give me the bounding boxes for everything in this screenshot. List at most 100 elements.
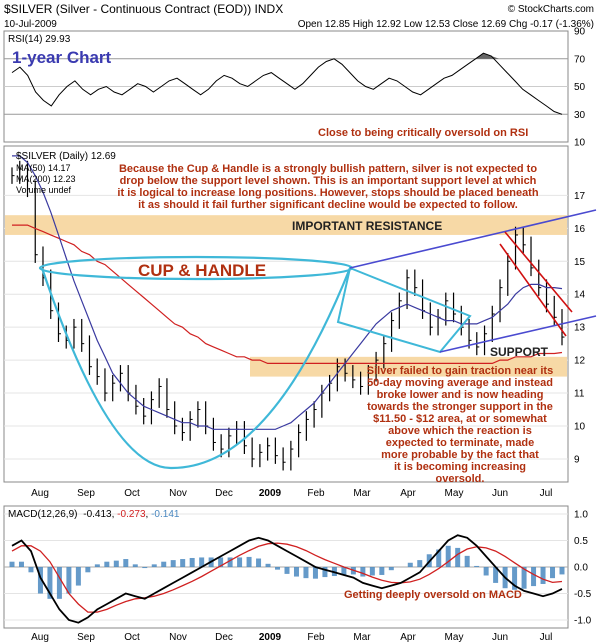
price-x-tick: Oct xyxy=(124,488,140,499)
annotation-top-line-2: drop below the support level shown. This… xyxy=(120,175,537,187)
macd-histogram-bar xyxy=(37,567,43,594)
macd-histogram-bar xyxy=(559,567,565,575)
macd-x-tick: Jun xyxy=(492,632,508,643)
macd-x-tick: Mar xyxy=(353,632,371,643)
annotation-bottom-line-9: it is becoming increasing xyxy=(394,461,526,473)
macd-histogram-bar xyxy=(464,555,470,567)
macd-histogram-bar xyxy=(227,557,233,567)
price-x-tick: Jun xyxy=(492,488,508,499)
macd-histogram-bar xyxy=(360,567,366,577)
macd-x-tick: 2009 xyxy=(259,632,282,643)
macd-histogram-bar xyxy=(407,562,413,567)
macd-histogram-bar xyxy=(322,567,328,578)
rsi-series-line xyxy=(11,52,563,115)
annotation-bottom-line-1: Silver failed to gain traction near its xyxy=(367,365,553,377)
macd-histogram-bar xyxy=(199,557,205,567)
macd-y-tick: -0.5 xyxy=(574,589,592,600)
macd-legend-hist: -0.141 xyxy=(151,509,180,520)
quote-line: Open 12.85 High 12.92 Low 12.53 Close 12… xyxy=(298,19,594,30)
cup-outline xyxy=(40,267,352,470)
channel-lower-line xyxy=(439,315,597,353)
macd-y-tick: 0.0 xyxy=(574,563,588,574)
macd-histogram-bar xyxy=(237,557,243,567)
price-x-tick: Sep xyxy=(77,488,95,499)
macd-histogram-bar xyxy=(66,567,72,594)
macd-histogram-bar xyxy=(265,563,271,567)
macd-x-tick: Apr xyxy=(400,632,416,643)
price-y-tick: 17 xyxy=(574,191,586,202)
macd-histogram-bar xyxy=(550,567,556,579)
price-x-tick: Jul xyxy=(540,488,553,499)
price-x-tick: Nov xyxy=(169,488,187,499)
resistance-label: IMPORTANT RESISTANCE xyxy=(292,219,442,233)
resistance-band xyxy=(5,215,567,235)
rsi-panel: 90 70 50 30 10 RSI(14) 29.93 1-year Chart Cl… xyxy=(3,27,586,149)
annotation-top-line-4: it as should it fail further significant… xyxy=(138,199,518,211)
annotation-bottom-line-5: $11.50 - $12 area, at or somewhat xyxy=(373,413,547,425)
macd-x-tick: May xyxy=(445,632,464,643)
macd-signal-line xyxy=(11,542,563,613)
macd-histogram-bar xyxy=(312,567,318,579)
macd-histogram-bar xyxy=(303,567,309,579)
macd-histogram-bar xyxy=(218,557,224,567)
macd-histogram-bar xyxy=(483,567,489,576)
annotation-top-line-1: Because the Cup & Handle is a strongly b… xyxy=(119,163,537,175)
price-x-tick: Dec xyxy=(215,488,233,499)
annotation-bottom-line-8: more probable by the fact that xyxy=(381,449,539,461)
rsi-y-tick: 90 xyxy=(574,27,586,38)
annotation-bottom-line-4: towards the stronger support in the xyxy=(367,401,553,413)
price-legend-volume: Volume undef xyxy=(16,185,72,195)
macd-y-tick: -1.0 xyxy=(574,616,592,627)
rsi-y-tick: 10 xyxy=(574,138,586,149)
price-x-tick: Mar xyxy=(353,488,371,499)
macd-histogram-bar xyxy=(417,560,423,567)
macd-histogram-bar xyxy=(275,567,281,570)
price-y-tick: 11 xyxy=(574,389,585,400)
rsi-annotation: Close to being critically oversold on RS… xyxy=(318,127,528,139)
rsi-y-tick: 70 xyxy=(574,54,586,65)
price-legend-ma50: MA(50) 14.17 xyxy=(16,163,71,173)
macd-histogram-bar xyxy=(455,547,461,567)
downtrend-lower-line xyxy=(499,243,567,337)
price-x-tick: Feb xyxy=(307,488,325,499)
watermark: © StockCharts.com xyxy=(508,4,594,15)
macd-histogram-bar xyxy=(341,567,347,575)
symbol-title: $SILVER (Silver - Continuous Contract (E… xyxy=(4,2,283,16)
price-y-tick: 16 xyxy=(574,224,586,235)
macd-histogram-bar xyxy=(142,567,148,569)
price-x-tick: Aug xyxy=(31,488,49,499)
macd-histogram-bar xyxy=(540,567,546,584)
price-y-tick: 13 xyxy=(574,323,586,334)
price-x-tick: 2009 xyxy=(259,488,282,499)
macd-histogram-bar xyxy=(493,567,499,583)
macd-histogram-bar xyxy=(445,545,451,567)
macd-histogram-bar xyxy=(18,561,24,567)
macd-histogram-bar xyxy=(113,560,119,567)
macd-legend-label: MACD(12,26,9) xyxy=(8,509,77,520)
macd-histogram-bar xyxy=(379,567,385,575)
macd-x-tick: Jul xyxy=(540,632,553,643)
macd-histogram-bar xyxy=(28,567,34,573)
macd-histogram-bar xyxy=(75,567,81,586)
support-label: SUPPORT xyxy=(490,345,549,359)
macd-x-tick: Sep xyxy=(77,632,95,643)
macd-legend-sep-2: , xyxy=(146,509,152,520)
annotation-bottom-line-6: above which the reaction is xyxy=(388,425,532,437)
price-panel: 17 16 15 14 13 12 11 10 9 Aug Sep Oct Nov Dec 2009 Feb… xyxy=(3,145,597,499)
price-y-tick: 14 xyxy=(574,290,586,301)
rsi-legend: RSI(14) 29.93 xyxy=(8,34,71,45)
annotation-bottom-line-7: expected to terminate, made xyxy=(386,437,535,449)
macd-annotation: Getting deeply oversold on MACD xyxy=(344,589,522,601)
macd-histogram-bar xyxy=(161,561,167,567)
channel-upper-line xyxy=(349,209,597,269)
ma200-line xyxy=(12,224,563,364)
annotation-top-line-3: it is logical to increase long positions… xyxy=(117,187,538,199)
macd-x-tick: Dec xyxy=(215,632,233,643)
macd-histogram-bar xyxy=(132,564,138,567)
ma50-line xyxy=(12,155,563,430)
macd-histogram-bar xyxy=(246,556,252,567)
annotation-bottom-line-10: oversold. xyxy=(436,473,485,485)
macd-histogram-bar xyxy=(512,567,518,590)
macd-histogram-bar xyxy=(436,549,442,567)
pattern-label: CUP & HANDLE xyxy=(138,261,266,280)
